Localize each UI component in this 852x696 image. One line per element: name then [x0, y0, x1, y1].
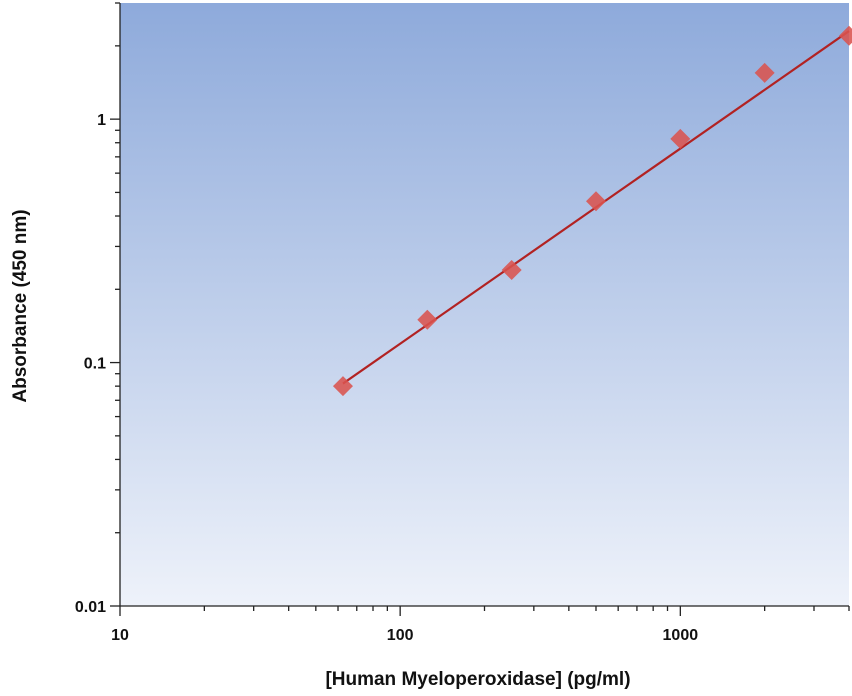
data-points-layer: [332, 25, 852, 397]
tick-labels-layer: 10 100 1000 0.01 0.1 1: [75, 112, 698, 644]
y-tick-label: 0.01: [75, 599, 106, 616]
data-point: [332, 376, 353, 397]
x-tick-label: 10: [111, 627, 129, 644]
y-tick-label: 0.1: [84, 356, 106, 373]
data-point: [754, 62, 775, 83]
data-point: [839, 25, 852, 46]
data-point: [501, 260, 522, 281]
axes: [110, 2, 850, 616]
y-axis-title: Absorbance (450 nm): [10, 209, 31, 402]
data-point: [417, 309, 438, 330]
y-tick-label: 1: [97, 112, 106, 129]
data-point: [670, 128, 691, 149]
x-tick-label: 1000: [663, 627, 699, 644]
x-axis-title: [Human Myeloperoxidase] (pg/ml): [325, 669, 630, 690]
data-point: [585, 191, 606, 212]
plot-area: [120, 3, 849, 606]
x-tick-label: 100: [387, 627, 414, 644]
